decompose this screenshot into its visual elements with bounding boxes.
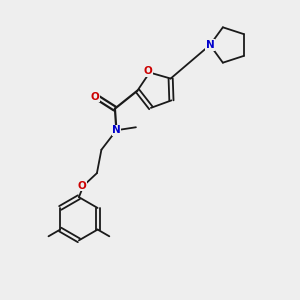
Text: N: N	[206, 40, 214, 50]
Text: O: O	[77, 181, 86, 191]
Text: O: O	[144, 66, 152, 76]
Text: O: O	[90, 92, 99, 102]
Text: N: N	[112, 125, 121, 135]
